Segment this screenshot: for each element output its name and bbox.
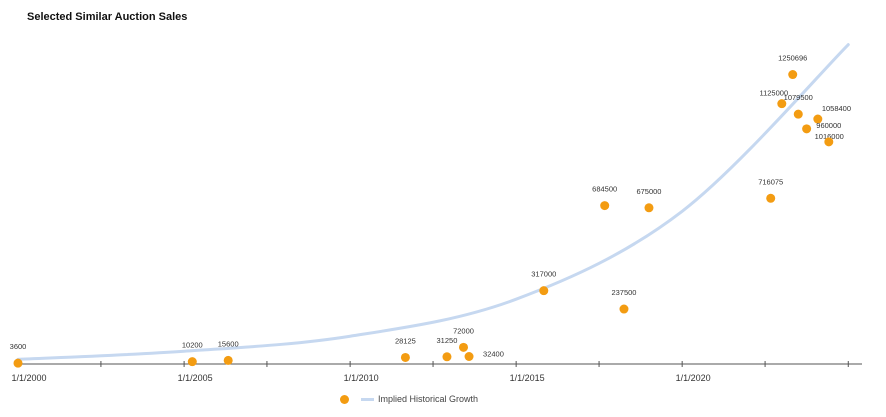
legend-marker-trend bbox=[361, 397, 374, 401]
trend-line bbox=[16, 43, 850, 361]
data-point bbox=[788, 70, 798, 80]
x-tick-label: 1/1/2020 bbox=[676, 373, 711, 383]
data-point bbox=[464, 352, 474, 362]
data-point bbox=[600, 201, 610, 211]
x-tick-label: 1/1/2010 bbox=[344, 373, 379, 383]
data-label: 684500 bbox=[592, 185, 617, 194]
data-label: 960000 bbox=[816, 121, 841, 130]
data-point bbox=[400, 352, 410, 362]
x-tick-label: 1/1/2005 bbox=[178, 373, 213, 383]
data-label: 15600 bbox=[218, 339, 239, 348]
data-point bbox=[13, 358, 23, 368]
legend-marker-sales bbox=[340, 394, 349, 404]
data-label: 237500 bbox=[611, 288, 636, 297]
data-label: 1058400 bbox=[822, 104, 851, 113]
data-point bbox=[777, 99, 787, 109]
data-label: 32400 bbox=[483, 350, 504, 359]
data-point bbox=[766, 193, 776, 203]
legend-label-trend: Implied Historical Growth bbox=[378, 394, 479, 404]
data-point bbox=[187, 357, 197, 367]
data-label: 1125000 bbox=[759, 89, 788, 98]
data-label: 675000 bbox=[636, 187, 661, 196]
data-point bbox=[619, 304, 629, 314]
data-point bbox=[802, 124, 812, 134]
data-label: 1079500 bbox=[784, 93, 813, 102]
data-label: 317000 bbox=[531, 270, 556, 279]
data-point bbox=[223, 355, 233, 365]
data-label: 3600 bbox=[10, 342, 27, 351]
data-label: 28125 bbox=[395, 336, 416, 345]
x-axis-ticks: 1/1/2000 1/1/2005 1/1/2010 1/1/2015 1/1/2020 bbox=[11, 361, 849, 383]
data-label: 10200 bbox=[182, 341, 203, 350]
data-label: 72000 bbox=[453, 326, 474, 335]
data-point bbox=[824, 137, 834, 147]
data-label: 1250696 bbox=[778, 54, 807, 63]
data-point bbox=[793, 109, 803, 119]
data-point bbox=[813, 114, 823, 124]
data-point bbox=[442, 352, 452, 362]
data-point bbox=[539, 286, 549, 296]
data-label: 716075 bbox=[758, 177, 783, 186]
x-tick-label: 1/1/2015 bbox=[510, 373, 545, 383]
data-label: 1016000 bbox=[815, 132, 844, 141]
chart-title: Selected Similar Auction Sales bbox=[27, 11, 188, 23]
data-point bbox=[459, 342, 469, 352]
legend: Implied Historical Growth bbox=[340, 394, 478, 404]
data-point bbox=[644, 203, 654, 213]
data-label: 31250 bbox=[437, 336, 458, 345]
x-tick-label: 1/1/2000 bbox=[11, 373, 46, 383]
